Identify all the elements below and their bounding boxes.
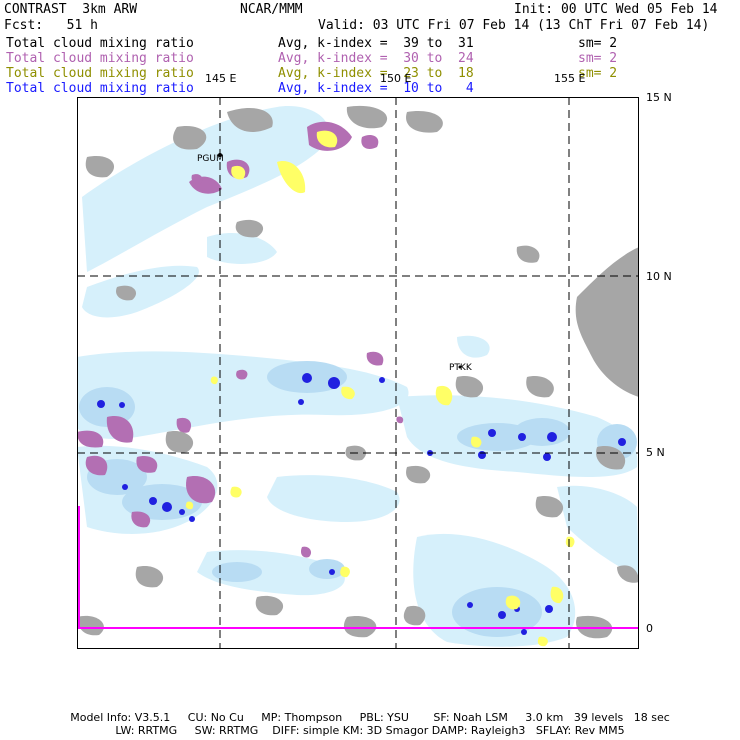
legend-field-3: Total cloud mixing ratio xyxy=(6,66,194,81)
lon-label-155e: 155 E xyxy=(554,72,586,85)
legend-field-2: Total cloud mixing ratio xyxy=(6,51,194,66)
lat-lon-grid xyxy=(77,97,639,649)
valid-time: Valid: 03 UTC Fri 07 Feb 14 (13 ChT Fri … xyxy=(318,18,710,33)
forecast-hour: Fcst: 51 h xyxy=(4,18,98,33)
model-title: CONTRAST 3km ARW xyxy=(4,2,138,17)
lon-label-150e: 150 E xyxy=(380,72,412,85)
cloud-patch-b xyxy=(457,335,490,358)
lat-label-15n: 15 N xyxy=(646,91,672,104)
high-level-cloud-patches xyxy=(77,105,639,639)
legend-avg-2: Avg, k-index = 30 to 24 xyxy=(278,51,474,66)
station-label-pgum: PGUM xyxy=(197,154,224,164)
cloud-swath-nw2 xyxy=(82,265,199,318)
legend-sm-2: sm= 2 xyxy=(578,51,618,66)
lat-label-10n: 10 N xyxy=(646,270,672,283)
lat-label-0: 0 xyxy=(646,622,653,635)
cloud-band-mid xyxy=(267,475,400,522)
station-label-ptkk: PTKK xyxy=(449,363,473,373)
cloud-patch-a xyxy=(207,232,277,264)
legend-sm-1: sm= 2 xyxy=(578,36,618,51)
legend-avg-3: Avg, k-index = 23 to 18 xyxy=(278,66,474,81)
legend-avg-4: Avg, k-index = 10 to 4 xyxy=(278,81,474,96)
station-marker-icon xyxy=(218,153,222,157)
cloud-band-east-edge xyxy=(557,485,639,577)
model-info-line-1: Model Info: V3.5.1 CU: No Cu MP: Thompso… xyxy=(70,711,670,724)
legend-field-1: Total cloud mixing ratio xyxy=(6,36,194,51)
cloud-band-south xyxy=(197,550,345,596)
init-time: Init: 00 UTC Wed 05 Feb 14 xyxy=(514,2,718,17)
lat-label-5n: 5 N xyxy=(646,446,665,459)
org-label: NCAR/MMM xyxy=(240,2,303,17)
legend-avg-1: Avg, k-index = 39 to 31 xyxy=(278,36,474,51)
station-ptkk: PTKK xyxy=(449,363,473,373)
mid-level-cloud-patches xyxy=(77,121,404,558)
map-frame xyxy=(77,97,639,649)
legend-sm-3: sm= 2 xyxy=(578,66,618,81)
legend-field-4: Total cloud mixing ratio xyxy=(6,81,194,96)
lon-label-145e: 145 E xyxy=(205,72,237,85)
model-info-line-2: LW: RRTMG SW: RRTMG DIFF: simple KM: 3D … xyxy=(115,724,625,737)
low-level-cloud-patches xyxy=(185,130,575,647)
cloud-map: PGUM PTKK xyxy=(77,97,639,649)
station-pgum: PGUM xyxy=(197,153,224,164)
station-marker-icon xyxy=(458,365,462,369)
